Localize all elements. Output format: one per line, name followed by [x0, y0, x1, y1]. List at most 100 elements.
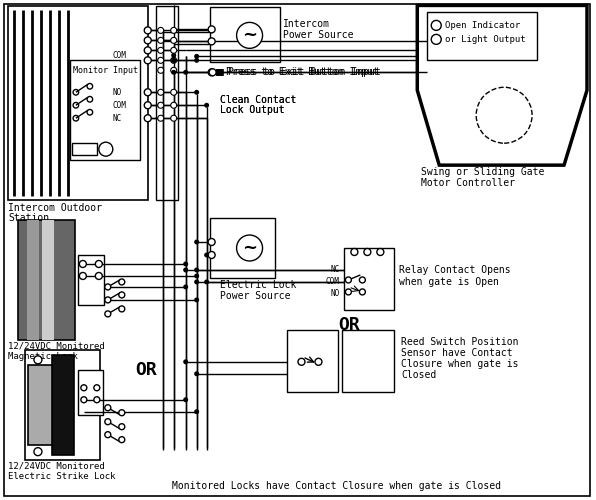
Circle shape — [432, 34, 441, 44]
Text: NC: NC — [113, 114, 122, 122]
Text: Electric Lock: Electric Lock — [219, 280, 296, 290]
Circle shape — [194, 240, 199, 244]
Circle shape — [194, 280, 199, 284]
Circle shape — [144, 37, 151, 44]
Text: Power Source: Power Source — [283, 30, 353, 40]
Circle shape — [183, 268, 188, 272]
Circle shape — [73, 90, 79, 95]
Text: Intercom: Intercom — [283, 20, 330, 30]
Circle shape — [183, 397, 188, 402]
Text: Intercom Outdoor: Intercom Outdoor — [8, 203, 102, 213]
Bar — [70, 60, 139, 160]
Circle shape — [194, 274, 199, 278]
Circle shape — [237, 235, 263, 261]
Circle shape — [183, 284, 188, 290]
Circle shape — [34, 356, 42, 364]
Circle shape — [183, 262, 188, 266]
Circle shape — [377, 248, 384, 256]
Circle shape — [144, 47, 151, 54]
Text: Electric Strike Lock: Electric Strike Lock — [8, 472, 116, 481]
Circle shape — [208, 38, 215, 45]
Circle shape — [208, 26, 215, 33]
Bar — [27, 220, 39, 340]
Circle shape — [73, 102, 79, 108]
Circle shape — [144, 89, 151, 96]
Circle shape — [94, 385, 100, 391]
Polygon shape — [417, 6, 587, 165]
Text: or Light Output: or Light Output — [445, 35, 526, 44]
Circle shape — [298, 358, 305, 366]
Text: 12/24VDC Monitored: 12/24VDC Monitored — [8, 342, 105, 350]
Text: Power Source: Power Source — [219, 291, 290, 301]
Circle shape — [359, 289, 365, 295]
Bar — [216, 70, 222, 75]
Circle shape — [208, 238, 215, 246]
Circle shape — [119, 279, 125, 285]
Circle shape — [158, 102, 164, 108]
Circle shape — [170, 58, 176, 64]
Circle shape — [194, 90, 199, 95]
Text: Relay Contact Opens: Relay Contact Opens — [399, 265, 511, 275]
Text: NO: NO — [330, 290, 339, 298]
Circle shape — [346, 289, 352, 295]
Circle shape — [209, 69, 216, 76]
Text: Clean Contact: Clean Contact — [219, 96, 296, 106]
Bar — [78, 255, 104, 305]
Circle shape — [94, 396, 100, 402]
Bar — [156, 6, 178, 200]
Circle shape — [170, 90, 176, 96]
Circle shape — [170, 28, 176, 34]
Circle shape — [170, 38, 176, 44]
Bar — [8, 6, 148, 200]
Circle shape — [119, 436, 125, 442]
Bar — [42, 220, 54, 340]
Circle shape — [144, 102, 151, 108]
Circle shape — [359, 277, 365, 283]
Circle shape — [81, 396, 87, 402]
Text: Press to Exit Button Input: Press to Exit Button Input — [228, 68, 380, 78]
Circle shape — [204, 103, 209, 108]
Text: Reed Switch Position: Reed Switch Position — [401, 337, 519, 347]
Bar — [72, 143, 97, 155]
Circle shape — [95, 272, 103, 280]
Circle shape — [158, 68, 164, 73]
Bar — [52, 355, 74, 454]
Circle shape — [105, 284, 111, 290]
Bar — [18, 220, 75, 340]
Circle shape — [34, 448, 42, 456]
Text: COM: COM — [113, 51, 127, 60]
Circle shape — [432, 20, 441, 30]
Circle shape — [105, 418, 111, 424]
Circle shape — [87, 110, 92, 115]
Circle shape — [346, 277, 352, 283]
Bar — [210, 8, 280, 62]
Circle shape — [171, 58, 176, 63]
Circle shape — [351, 248, 358, 256]
Text: Magnetic Lock: Magnetic Lock — [8, 352, 78, 362]
Circle shape — [194, 409, 199, 414]
Circle shape — [119, 292, 125, 298]
Circle shape — [170, 68, 176, 73]
Text: NO: NO — [113, 88, 122, 97]
Circle shape — [99, 142, 113, 156]
Text: NC: NC — [330, 266, 339, 274]
Text: OR: OR — [339, 316, 360, 334]
Text: Swing or Sliding Gate: Swing or Sliding Gate — [421, 167, 545, 177]
Circle shape — [87, 96, 92, 102]
Circle shape — [119, 424, 125, 430]
Circle shape — [144, 57, 151, 64]
Circle shape — [170, 102, 176, 108]
Bar — [343, 330, 395, 392]
Bar — [25, 350, 100, 460]
Circle shape — [171, 70, 176, 75]
Circle shape — [105, 404, 111, 410]
Circle shape — [79, 260, 86, 268]
Bar — [427, 12, 537, 60]
Circle shape — [158, 58, 164, 64]
Circle shape — [170, 48, 176, 54]
Bar — [28, 365, 52, 444]
Circle shape — [364, 248, 371, 256]
Circle shape — [158, 90, 164, 96]
Bar — [216, 70, 223, 75]
Circle shape — [170, 115, 176, 121]
